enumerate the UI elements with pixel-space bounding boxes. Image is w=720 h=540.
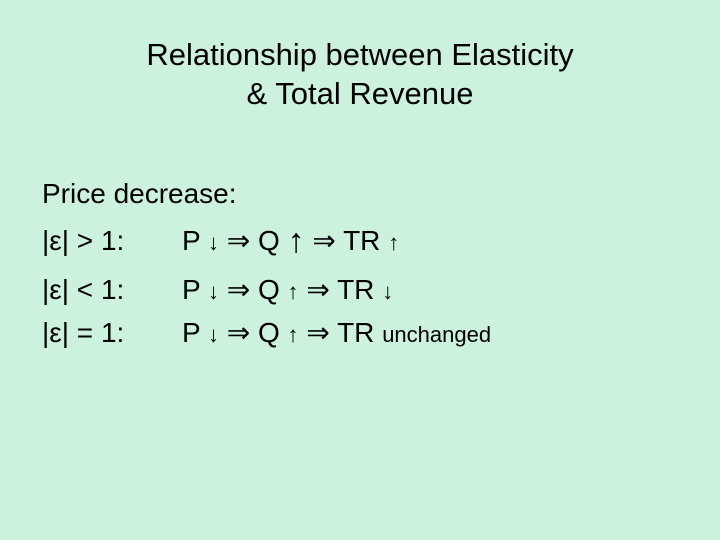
implies-icon: ⇒ xyxy=(227,225,250,256)
q-label: Q xyxy=(258,274,280,305)
p-label: P xyxy=(182,274,200,305)
down-arrow-icon: ↓ xyxy=(208,230,219,255)
q-label: Q xyxy=(258,317,280,348)
slide: Relationship between Elasticity & Total … xyxy=(0,0,720,540)
down-arrow-icon: ↓ xyxy=(208,279,219,304)
p-label: P xyxy=(182,317,200,348)
tr-unchanged: unchanged xyxy=(382,322,491,347)
q-label: Q xyxy=(258,225,280,256)
row-elastic: |ε| > 1: P ↓ ⇒ Q ↑ ⇒ TR ↑ xyxy=(42,215,491,268)
implies-icon: ⇒ xyxy=(227,317,250,348)
row-inelastic: |ε| < 1: P ↓ ⇒ Q ↑ ⇒ TR ↓ xyxy=(42,268,491,311)
result: P ↓ ⇒ Q ↑ ⇒ TR ↓ xyxy=(182,268,393,311)
implies-icon: ⇒ xyxy=(306,317,329,348)
down-arrow-icon: ↓ xyxy=(208,322,219,347)
subheading: Price decrease: xyxy=(42,172,491,215)
up-arrow-icon: ↑ xyxy=(388,230,399,255)
slide-content: Price decrease: |ε| > 1: P ↓ ⇒ Q ↑ ⇒ TR … xyxy=(42,172,491,355)
condition: |ε| > 1: xyxy=(42,219,182,262)
tr-label: TR xyxy=(337,317,374,348)
implies-icon: ⇒ xyxy=(227,274,250,305)
p-label: P xyxy=(182,225,200,256)
slide-title: Relationship between Elasticity & Total … xyxy=(0,0,720,114)
up-arrow-icon: ↑ xyxy=(288,322,299,347)
title-line-1: Relationship between Elasticity xyxy=(146,37,573,72)
tr-label: TR xyxy=(343,225,380,256)
implies-icon: ⇒ xyxy=(312,225,335,256)
condition: |ε| < 1: xyxy=(42,268,182,311)
result: P ↓ ⇒ Q ↑ ⇒ TR ↑ xyxy=(182,215,399,268)
implies-icon: ⇒ xyxy=(306,274,329,305)
up-arrow-icon: ↑ xyxy=(288,279,299,304)
condition: |ε| = 1: xyxy=(42,311,182,354)
tr-label: TR xyxy=(337,274,374,305)
up-arrow-big-icon: ↑ xyxy=(288,222,305,260)
row-unit-elastic: |ε| = 1: P ↓ ⇒ Q ↑ ⇒ TR unchanged xyxy=(42,311,491,354)
down-arrow-icon: ↓ xyxy=(382,279,393,304)
title-line-2: & Total Revenue xyxy=(247,76,474,111)
result: P ↓ ⇒ Q ↑ ⇒ TR unchanged xyxy=(182,311,491,354)
